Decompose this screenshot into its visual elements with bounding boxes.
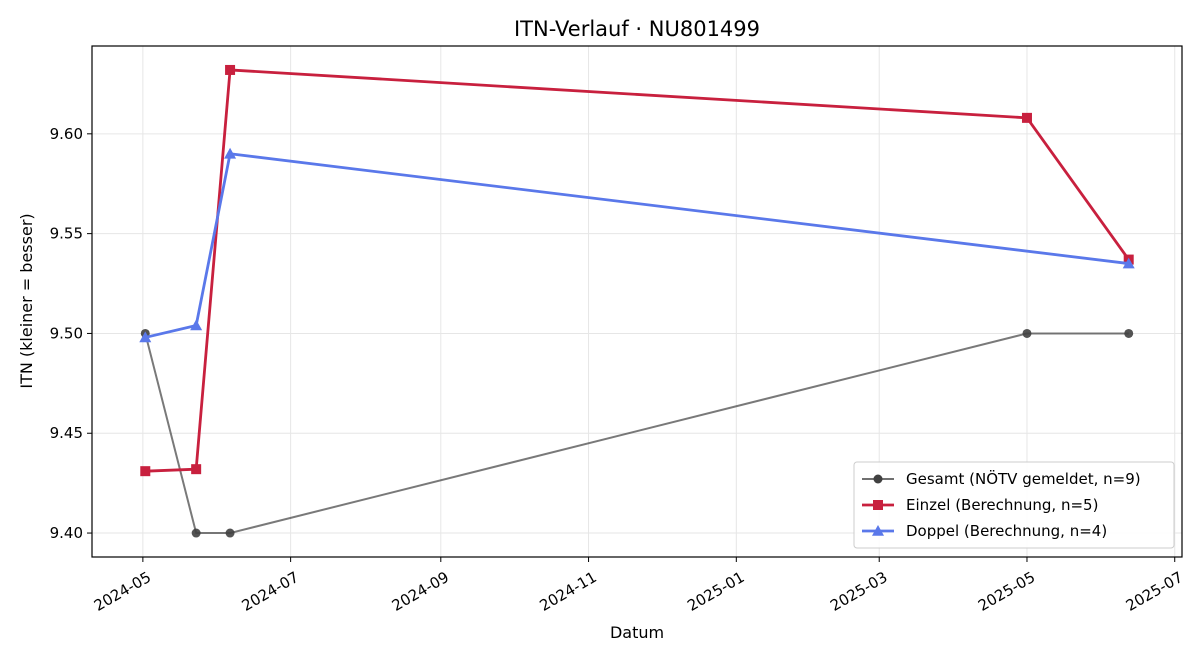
x-tick-label: 2025-05 (975, 568, 1038, 615)
y-tick-label: 9.60 (50, 125, 83, 143)
series-1 (140, 328, 1134, 538)
legend-swatch-marker (872, 525, 884, 536)
legend-box (853, 461, 1175, 549)
legend: Gesamt (NÖTV gemeldet, n=9) Einzel (Berec… (853, 461, 1175, 549)
data-point (225, 528, 235, 538)
data-point (140, 466, 151, 477)
chart-title: ITN-Verlauf · NU801499 (514, 17, 760, 41)
series-2 (140, 64, 1134, 477)
data-point (225, 64, 236, 75)
y-tick-label: 9.55 (50, 225, 83, 243)
y-tick-label: 9.40 (50, 524, 83, 542)
legend-label: Einzel (Berechnung, n=5) (906, 496, 1098, 514)
legend-item-2: Einzel (Berechnung, n=5) (862, 496, 1098, 514)
legend-swatch-marker (873, 500, 883, 510)
data-point (1022, 328, 1032, 338)
legend-label: Gesamt (NÖTV gemeldet, n=9) (906, 469, 1141, 488)
series-line (144, 152, 1129, 339)
plot-frame (91, 45, 1183, 558)
x-tick-label: 2024-05 (91, 568, 154, 615)
x-tick-label: 2024-11 (537, 568, 600, 615)
y-tick-label: 9.50 (50, 324, 83, 342)
data-point (1021, 112, 1032, 123)
data-point (190, 319, 203, 331)
series-3 (139, 147, 1135, 343)
data-point (1122, 257, 1135, 269)
x-axis-label: Datum (610, 623, 664, 642)
grid-lines (92, 46, 1182, 557)
x-tick-label: 2024-09 (389, 568, 452, 615)
series-lines (139, 64, 1135, 538)
legend-item-1: Gesamt (NÖTV gemeldet, n=9) (862, 469, 1141, 488)
series-line (145, 68, 1130, 473)
data-point (191, 464, 202, 475)
x-tick-label: 2025-01 (684, 568, 747, 615)
legend-label: Doppel (Berechnung, n=4) (906, 522, 1107, 540)
data-point (224, 147, 237, 159)
data-point (1124, 328, 1134, 338)
y-axis-label: ITN (kleiner = besser) (17, 213, 36, 388)
y-tick-label: 9.45 (50, 424, 83, 442)
legend-item-3: Doppel (Berechnung, n=4) (862, 522, 1107, 540)
legend-swatch-marker (873, 474, 883, 484)
x-tick-label: 2025-03 (827, 568, 890, 615)
data-point (191, 528, 201, 538)
x-tick-label: 2025-07 (1123, 568, 1186, 615)
data-point (139, 331, 152, 343)
x-tick-label: 2024-07 (239, 568, 302, 615)
